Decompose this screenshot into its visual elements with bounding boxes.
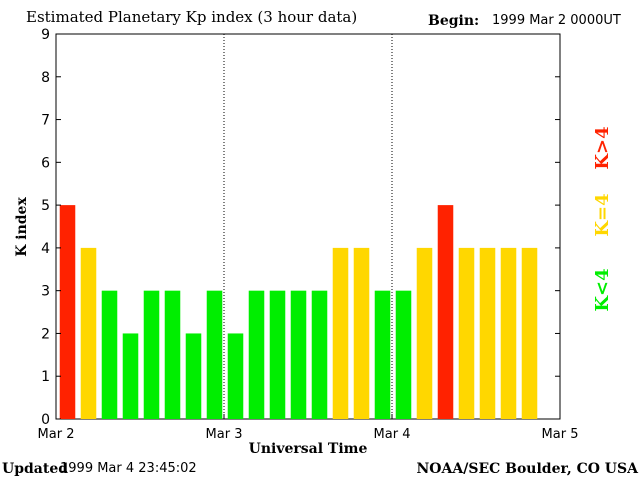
kp-bar-1 <box>80 247 97 419</box>
kp-bar-6 <box>185 333 202 419</box>
chart-title: Estimated Planetary Kp index (3 hour dat… <box>26 8 358 26</box>
kp-bar-9 <box>248 290 265 419</box>
kp-bar-13 <box>332 247 349 419</box>
legend-low: K<4 <box>592 268 613 311</box>
kp-bar-10 <box>269 290 286 419</box>
y-tick-label-8: 8 <box>41 70 50 86</box>
kp-bar-14 <box>353 247 370 419</box>
kp-bar-11 <box>290 290 307 419</box>
y-tick-label-4: 4 <box>41 241 50 257</box>
y-tick-label-7: 7 <box>41 113 50 129</box>
kp-bar-5 <box>164 290 181 419</box>
legend-moderate: K=4 <box>592 193 613 236</box>
kp-bar-17 <box>416 247 433 419</box>
kp-bar-20 <box>479 247 496 419</box>
y-tick-label-3: 3 <box>41 284 50 300</box>
kp-bar-21 <box>500 247 517 419</box>
kp-bar-16 <box>395 290 412 419</box>
kp-bar-4 <box>143 290 160 419</box>
x-tick-label-2: Mar 4 <box>374 427 411 442</box>
kp-bar-0 <box>59 205 76 419</box>
x-tick-label-1: Mar 3 <box>206 427 243 442</box>
kp-bar-18 <box>437 205 454 419</box>
y-tick-label-2: 2 <box>41 326 50 342</box>
y-axis-label: K index <box>14 197 30 257</box>
plot-frame <box>55 33 561 420</box>
kp-bar-8 <box>227 333 244 419</box>
updated-label: Updated <box>2 461 69 477</box>
y-tick-label-5: 5 <box>41 198 50 214</box>
kp-bar-3 <box>122 333 139 419</box>
y-tick-label-6: 6 <box>41 155 50 171</box>
y-tick-label-0: 0 <box>41 412 50 428</box>
kp-bar-22 <box>521 247 538 419</box>
y-tick-label-9: 9 <box>41 27 50 43</box>
kp-bar-12 <box>311 290 328 419</box>
kp-bar-2 <box>101 290 118 419</box>
x-axis-label: Universal Time <box>249 441 368 457</box>
updated-value: 1999 Mar 4 23:45:02 <box>60 461 197 476</box>
begin-value: 1999 Mar 2 0000UT <box>492 13 621 28</box>
x-tick-label-3: Mar 5 <box>542 427 579 442</box>
x-tick-label-0: Mar 2 <box>38 427 75 442</box>
kp-bar-7 <box>206 290 223 419</box>
kp-bar-15 <box>374 290 391 419</box>
kp-bar-19 <box>458 247 475 419</box>
credit-text: NOAA/SEC Boulder, CO USA <box>416 461 639 477</box>
legend-high: K>4 <box>592 126 613 169</box>
y-tick-label-1: 1 <box>41 369 50 385</box>
begin-label: Begin: <box>428 13 480 29</box>
